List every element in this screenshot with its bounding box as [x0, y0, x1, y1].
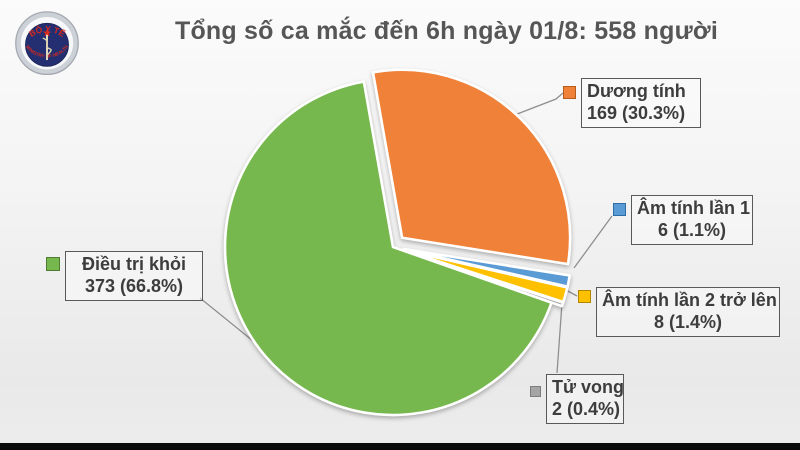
pie-slices-group [223, 68, 572, 417]
callout-label: Âm tính lần 1 [637, 198, 751, 218]
callout-value: 169 (30.3%) [587, 102, 686, 123]
callout-label: Dương tính [587, 81, 686, 101]
legend-swatch-am-tinh-1 [613, 203, 626, 216]
callout-value: 6 (1.1%) [657, 219, 727, 240]
bottom-black-bar [0, 443, 800, 450]
callout-value: 2 (0.4%) [552, 398, 621, 419]
legend-swatch-duong-tinh [563, 86, 576, 99]
pie-slice-dieu-tri-khoi [223, 80, 553, 417]
callout-label: Tử vong [552, 377, 625, 397]
callout-label: Âm tính lần 2 trở lên [602, 290, 777, 310]
callout-duong-tinh: Dương tính 169 (30.3%) [581, 78, 701, 128]
pie-slice-duong-tinh [371, 68, 572, 266]
legend-swatch-tu-vong [530, 386, 541, 397]
logo-snake-icon [42, 37, 52, 59]
legend-swatch-am-tinh-2 [578, 290, 591, 303]
leader-line-am-tinh-1 [573, 215, 613, 269]
logo-star-icon: ★ [42, 27, 52, 39]
callout-label: Điều trị khỏi [81, 254, 186, 274]
callout-value: 373 (66.8%) [84, 275, 184, 296]
callout-am-tinh-2: Âm tính lần 2 trở lên 8 (1.4%) [596, 287, 780, 337]
callout-value: 8 (1.4%) [653, 311, 723, 332]
logo-top-text: BỘ Y TẾ [27, 23, 67, 39]
leader-line-tu-vong [556, 302, 563, 374]
page-title: Tổng số ca mắc đến 6h ngày 01/8: 558 ngư… [174, 17, 719, 45]
ministry-of-health-logo: BỘ Y TẾ MINISTRY OF HEALTH ★ [15, 11, 79, 76]
callout-tu-vong: Tử vong 2 (0.4%) [546, 374, 624, 424]
legend-swatch-dieu-tri-khoi [46, 257, 60, 271]
callout-dieu-tri-khoi: Điều trị khỏi 373 (66.8%) [65, 251, 203, 301]
callout-am-tinh-1: Âm tính lần 1 6 (1.1%) [631, 195, 753, 245]
leader-line-duong-tinh [511, 92, 564, 117]
